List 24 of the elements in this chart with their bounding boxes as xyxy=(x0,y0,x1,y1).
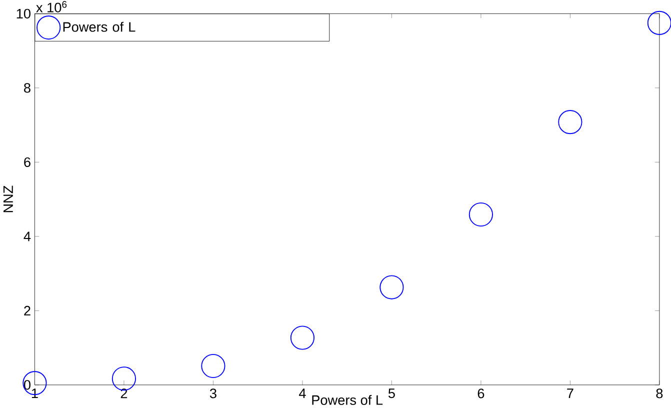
x-tick-label: 7 xyxy=(567,388,574,398)
point xyxy=(558,110,582,134)
y-tick-label: 8 xyxy=(24,82,30,93)
y-tick-label: 6 xyxy=(24,157,30,167)
point xyxy=(201,354,226,378)
y-tick-label: 10 xyxy=(16,8,30,18)
y-tick-label: 4 xyxy=(24,232,31,241)
point xyxy=(290,326,314,350)
x-tick-label: 5 xyxy=(388,388,395,398)
text: x 10$^{6}$ xyxy=(36,0,67,12)
x-tick-label: 2 xyxy=(120,388,128,398)
x-tick-label: 6 xyxy=(478,388,484,398)
point xyxy=(112,366,136,390)
x-tick-label: 4 xyxy=(298,388,306,398)
point xyxy=(380,275,404,300)
y-axis-title: NNZ xyxy=(4,186,13,212)
y-tick-label: 2 xyxy=(24,306,30,316)
x-axis-title: Powers of L xyxy=(312,394,383,405)
y-tick-label: 0 xyxy=(24,380,30,390)
point xyxy=(647,10,671,35)
point xyxy=(468,202,493,226)
x-tick-label: 3 xyxy=(210,388,216,398)
x-tick-label: 8 xyxy=(656,388,663,398)
legend-label: Powers of L xyxy=(63,22,136,32)
